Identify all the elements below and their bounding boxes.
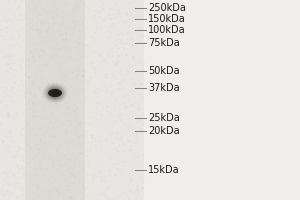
Text: 250kDa: 250kDa (148, 3, 186, 13)
Ellipse shape (49, 88, 62, 98)
Text: 20kDa: 20kDa (148, 126, 180, 136)
Ellipse shape (50, 88, 61, 98)
Text: 100kDa: 100kDa (148, 25, 186, 35)
Text: 75kDa: 75kDa (148, 38, 180, 48)
Bar (144, 0, 300, 200)
Ellipse shape (46, 86, 64, 100)
Ellipse shape (48, 89, 62, 97)
Ellipse shape (54, 92, 56, 94)
Text: 150kDa: 150kDa (148, 14, 186, 24)
Ellipse shape (52, 91, 58, 95)
Ellipse shape (46, 86, 63, 100)
Text: 15kDa: 15kDa (148, 165, 180, 175)
Bar (25, 0, 85, 200)
Ellipse shape (51, 90, 59, 96)
Text: 50kDa: 50kDa (148, 66, 180, 76)
Text: 37kDa: 37kDa (148, 83, 180, 93)
Bar (0, 0, 144, 200)
Ellipse shape (45, 85, 65, 101)
Text: 25kDa: 25kDa (148, 113, 180, 123)
Ellipse shape (47, 87, 62, 99)
Ellipse shape (53, 92, 57, 95)
Ellipse shape (50, 89, 60, 97)
